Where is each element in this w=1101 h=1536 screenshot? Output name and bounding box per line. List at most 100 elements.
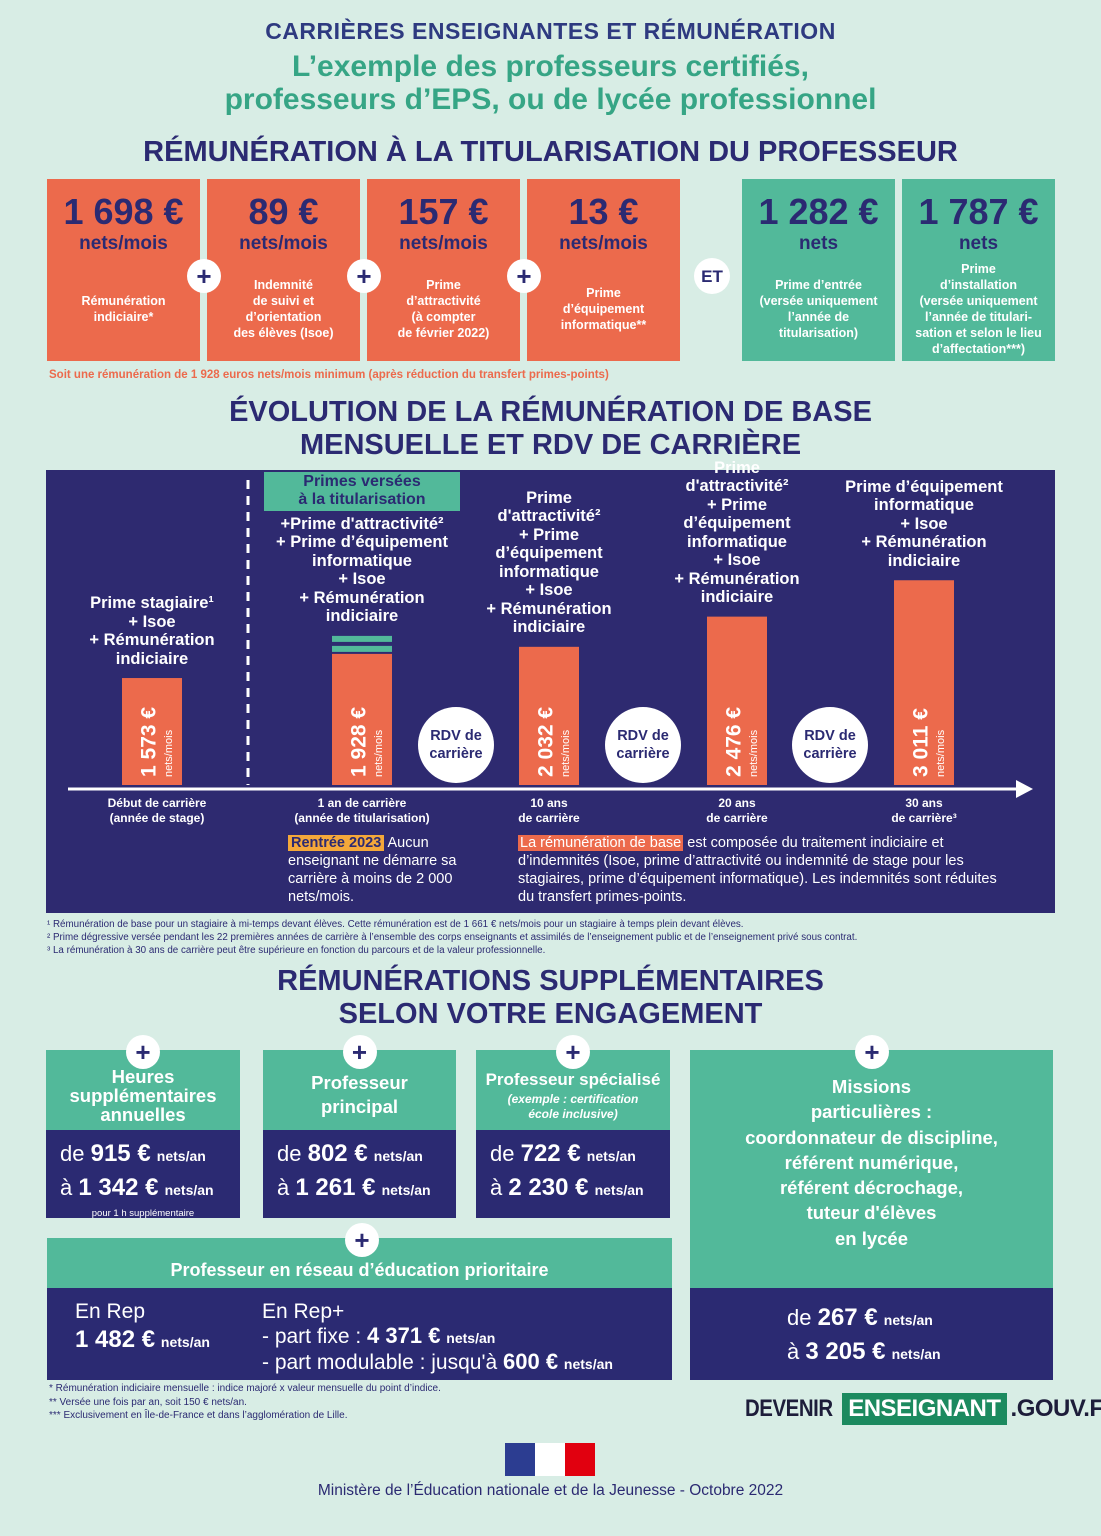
plus-badge: + <box>342 1035 377 1069</box>
caption-line: + Prime d’équipement <box>276 533 448 552</box>
caption-line: + Rémunération <box>89 631 215 650</box>
amount-prefix: à <box>60 1175 73 1200</box>
brand-part: DEVENIR <box>745 1395 833 1422</box>
tile-amount: 13 € <box>568 191 639 232</box>
tile-desc-line: titularisation) <box>778 326 859 340</box>
caption-line: indiciaire <box>700 588 774 607</box>
footnote: * Rémunération indiciaire mensuelle : in… <box>49 1382 441 1423</box>
amount-line: 1 482 € nets/an <box>75 1328 210 1354</box>
amount-value: 600 € <box>503 1349 559 1374</box>
tile-desc: Prime d’attractivité (à compter de février … <box>367 259 520 359</box>
card-title-line: Missions <box>831 1076 912 1097</box>
tile-desc-line: (versée uniquement <box>919 294 1038 308</box>
tile-amount: 89 € <box>248 191 319 232</box>
card-title-line: Professeur spécialisé <box>485 1070 661 1089</box>
amount-prefix: à <box>787 1339 800 1364</box>
stage-caption: Prime d’équipement informatique + Isoe + Ré… <box>804 478 1044 571</box>
card-body: de 915 € nets/an à 1 342 € nets/an pour 1 … <box>46 1130 240 1219</box>
plus-sign: + <box>196 261 212 291</box>
axis-label: 10 ans de carrière <box>449 796 649 826</box>
card-title: Professeur en réseau d’éducation priorit… <box>170 1260 549 1280</box>
tile-desc-line: d’affectation***) <box>931 342 1026 356</box>
caption-line: + Isoe <box>713 551 761 570</box>
amount-prefix: de <box>60 1141 85 1166</box>
amount-unit: nets/an <box>160 1334 210 1350</box>
card-subtitle-line: école inclusive) <box>528 1107 618 1121</box>
chart-note: Rentrée 2023 Aucun enseignant ne démarre… <box>288 834 466 906</box>
tile-desc: Rémunération indiciaire* <box>47 259 200 359</box>
bar <box>122 678 182 785</box>
axis-label-line: de carrière <box>706 811 768 825</box>
rep-col: En Rep 1 482 € nets/an <box>75 1300 210 1354</box>
plus-badge: + <box>187 259 221 293</box>
bar-unit-label: nets/mois <box>935 729 947 777</box>
axis-label-line: 20 ans <box>718 796 756 810</box>
tile-desc-line: indiciaire* <box>93 310 154 324</box>
tile-unit: nets/mois <box>239 233 328 254</box>
tile-desc-line: Prime <box>426 278 461 292</box>
axis-label-line: Début de carrière <box>107 796 207 810</box>
tile-amount: 1 282 € <box>758 191 879 232</box>
note-text: Aucun enseignant ne démarre sa carrière … <box>288 835 457 905</box>
caption-line: informatique <box>687 532 787 551</box>
card-title-line: Heures <box>111 1065 175 1087</box>
footer: Ministère de l’Éducation nationale et de… <box>317 1482 784 1499</box>
plus-badge: + <box>507 259 541 293</box>
amount-unit: nets/an <box>883 1312 933 1328</box>
card-title-line: Professeur <box>311 1072 408 1093</box>
tile-desc-line: l’année de titulari- <box>925 310 1032 324</box>
section-title-line: ÉVOLUTION DE LA RÉMUNÉRATION DE BASE <box>229 396 872 428</box>
bar <box>707 616 767 785</box>
amount-value: 267 € <box>817 1304 878 1331</box>
tile-desc-line: des élèves (Isoe) <box>233 326 334 340</box>
bar-value-label: 1 573 € <box>138 707 161 777</box>
tile-unit: nets <box>958 233 999 254</box>
card-title: Professeur spécialisé <box>476 1068 670 1092</box>
bar-unit-label: nets/mois <box>373 729 385 777</box>
tile-desc-line: d’orientation <box>245 310 322 324</box>
amount-value: 915 € <box>90 1140 151 1167</box>
tile-desc-line: Prime <box>961 262 996 276</box>
stage-caption: Prime stagiaire¹ + Isoe + Rémunération indi… <box>32 594 272 668</box>
amount-prefix: de <box>787 1305 812 1330</box>
card-title-line: supplémentaires <box>69 1084 217 1106</box>
plus-sign: ET <box>701 266 723 286</box>
amount-line: - part fixe : 4 371 € nets/an <box>262 1324 613 1350</box>
plus-badge: ET <box>694 258 730 294</box>
caption-line: + Prime <box>518 525 580 544</box>
plus-badge: + <box>347 259 381 293</box>
rdv-label: RDV de carrière <box>803 728 857 762</box>
caption-line: Prime stagiaire¹ <box>90 594 214 613</box>
bar-value-label: 3 011 € <box>910 708 933 777</box>
tile-desc-line: de suivi et <box>252 294 315 308</box>
axis-label-line: (année de stage) <box>109 811 205 825</box>
amount-line: de 802 € nets/an <box>277 1138 456 1172</box>
card-title-line: tuteur d'élèves <box>806 1202 937 1224</box>
bar <box>519 646 579 785</box>
tile-desc-line: Prime d’entrée <box>775 278 862 292</box>
axis-label: Début de carrière (année de stage) <box>57 796 257 826</box>
plus-badge: + <box>126 1035 160 1069</box>
stage-caption: Prime d'attractivité² + Prime d’équipement i… <box>429 489 669 637</box>
tile-desc-line: Rémunération <box>81 294 166 308</box>
amount-line: à 2 230 € nets/an <box>490 1172 670 1206</box>
bar-value-label: 2 032 € <box>535 707 558 777</box>
card-body: de 722 € nets/an à 2 230 € nets/an <box>476 1130 670 1218</box>
caption-line: informatique <box>874 496 974 515</box>
amount-unit: nets/an <box>156 1148 206 1164</box>
card-body: de 802 € nets/an à 1 261 € nets/an <box>263 1130 456 1218</box>
chart-note: La rémunération de base est composée du … <box>518 834 1008 906</box>
card-title: Professeur principal <box>263 1071 456 1119</box>
tile-desc: Prime d’entrée (versée uniquement l’année … <box>742 259 895 359</box>
flag-white <box>535 1443 565 1476</box>
section-title-line: RÉMUNÉRATIONS SUPPLÉMENTAIRES <box>277 965 824 997</box>
flag-red <box>565 1443 595 1476</box>
plus-sign: + <box>351 1037 368 1067</box>
rep-col: En Rep+ - part fixe : 4 371 € nets/an - pa… <box>262 1300 613 1376</box>
caption-line: + Rémunération <box>299 588 425 607</box>
caption-line: indiciaire <box>115 649 189 668</box>
caption-line: + Isoe <box>900 514 948 533</box>
card-title-line: coordonnateur de discipline, <box>745 1126 998 1148</box>
note-highlight: La rémunération de base <box>518 835 684 851</box>
